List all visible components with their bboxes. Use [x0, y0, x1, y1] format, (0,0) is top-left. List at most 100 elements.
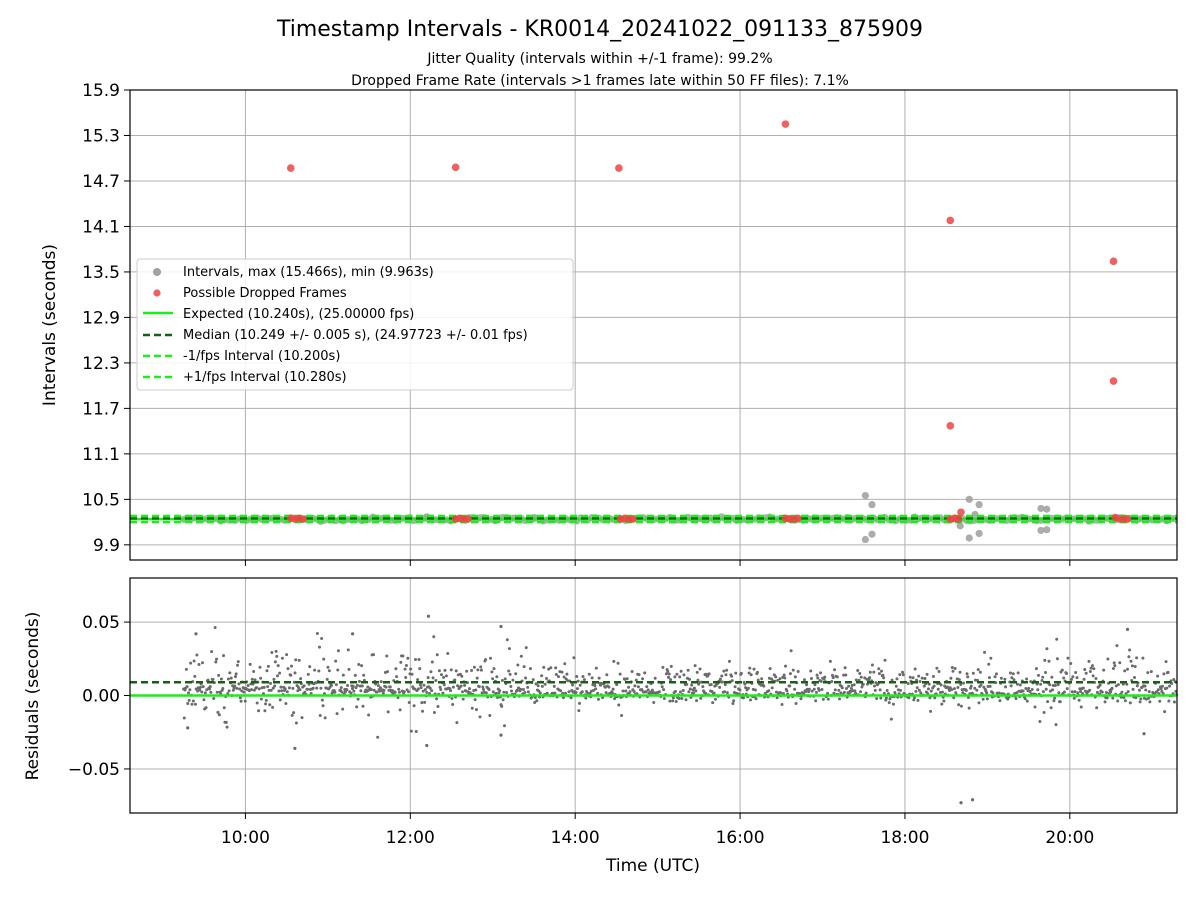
residual-point: [300, 716, 304, 720]
residual-point: [671, 699, 675, 703]
residual-point: [194, 632, 198, 636]
residual-point: [498, 689, 502, 693]
residual-point: [1168, 684, 1172, 688]
residual-point: [584, 696, 588, 700]
residual-point: [1043, 658, 1047, 662]
residual-point: [1144, 688, 1148, 692]
x-tick-label: 18:00: [880, 828, 929, 848]
residual-point: [859, 675, 863, 679]
residual-point: [410, 672, 414, 676]
residual-point: [1137, 688, 1141, 692]
residual-point: [593, 684, 597, 688]
residual-point: [755, 670, 759, 674]
residual-point: [315, 686, 319, 690]
residual-point: [744, 686, 748, 690]
interval-point: [1037, 504, 1045, 513]
residual-point: [275, 654, 279, 658]
residual-point: [604, 691, 608, 695]
residual-point: [895, 677, 899, 681]
residual-point: [477, 685, 481, 689]
residual-point: [250, 677, 254, 681]
residual-point: [891, 702, 895, 706]
intervals-y-tick-label: 12.9: [82, 308, 120, 328]
chart-subtitle-jitter: Jitter Quality (intervals within +/-1 fr…: [426, 51, 772, 67]
residual-point: [1044, 687, 1048, 691]
residual-point: [1066, 656, 1070, 660]
residual-point: [1158, 699, 1162, 703]
residual-point: [384, 685, 388, 689]
residual-point: [229, 676, 233, 680]
residual-point: [815, 673, 819, 677]
residual-point: [561, 691, 565, 695]
residual-point: [1147, 690, 1151, 694]
legend-marker-intervals: [153, 268, 161, 276]
residual-point: [358, 684, 362, 688]
residual-point: [345, 688, 349, 692]
residual-point: [1148, 700, 1152, 704]
residual-point: [1146, 671, 1150, 675]
residual-point: [259, 676, 263, 680]
residual-point: [426, 676, 430, 680]
residual-point: [1079, 689, 1083, 693]
residual-point: [956, 686, 960, 690]
residual-point: [993, 675, 997, 679]
residual-point: [235, 686, 239, 690]
residual-point: [335, 712, 339, 716]
residual-point: [317, 669, 321, 673]
residual-point: [646, 688, 650, 692]
residual-point: [482, 687, 486, 691]
residual-point: [814, 690, 818, 694]
residual-point: [913, 667, 917, 671]
residual-point: [966, 675, 970, 679]
residual-point: [1050, 675, 1054, 679]
residual-point: [425, 743, 429, 748]
residual-point: [257, 687, 261, 691]
residual-point: [478, 715, 482, 719]
residual-point: [952, 687, 956, 691]
residual-point: [669, 678, 673, 682]
residual-point: [227, 689, 231, 693]
residual-point: [502, 690, 506, 694]
residual-point: [1138, 700, 1142, 704]
residual-point: [837, 697, 841, 701]
residual-point: [511, 678, 515, 682]
residual-point: [186, 691, 190, 695]
residual-point: [500, 704, 504, 708]
residual-point: [885, 689, 889, 693]
residual-point: [788, 672, 792, 676]
residual-point: [494, 691, 498, 695]
residual-point: [446, 651, 450, 655]
residual-point: [810, 689, 814, 693]
residual-point: [273, 660, 277, 664]
residual-point: [252, 669, 256, 673]
intervals-y-tick-label: 9.9: [93, 536, 120, 556]
residual-point: [409, 667, 413, 671]
residual-point: [677, 697, 681, 701]
residual-point: [491, 690, 495, 694]
residual-point: [695, 699, 699, 703]
residual-point: [277, 689, 281, 693]
residual-point: [428, 686, 432, 690]
residual-point: [397, 690, 401, 694]
residual-point: [567, 690, 571, 694]
residual-point: [957, 703, 961, 707]
residual-point: [1060, 668, 1064, 672]
residual-point: [733, 685, 737, 689]
residual-point: [998, 699, 1002, 703]
residual-point: [1142, 732, 1146, 736]
residual-point: [1115, 644, 1119, 648]
residual-point: [188, 688, 192, 692]
residual-point: [611, 687, 615, 691]
residual-point: [833, 688, 837, 692]
residual-point: [222, 654, 226, 658]
residual-point: [767, 689, 771, 693]
residual-point: [882, 691, 886, 695]
residual-point: [299, 677, 303, 681]
residual-point: [970, 798, 975, 802]
residual-point: [1015, 691, 1019, 695]
residual-point: [1164, 660, 1168, 664]
residual-point: [515, 688, 519, 692]
residual-point: [214, 660, 218, 664]
residual-point: [1027, 686, 1031, 690]
residual-point: [576, 679, 580, 683]
